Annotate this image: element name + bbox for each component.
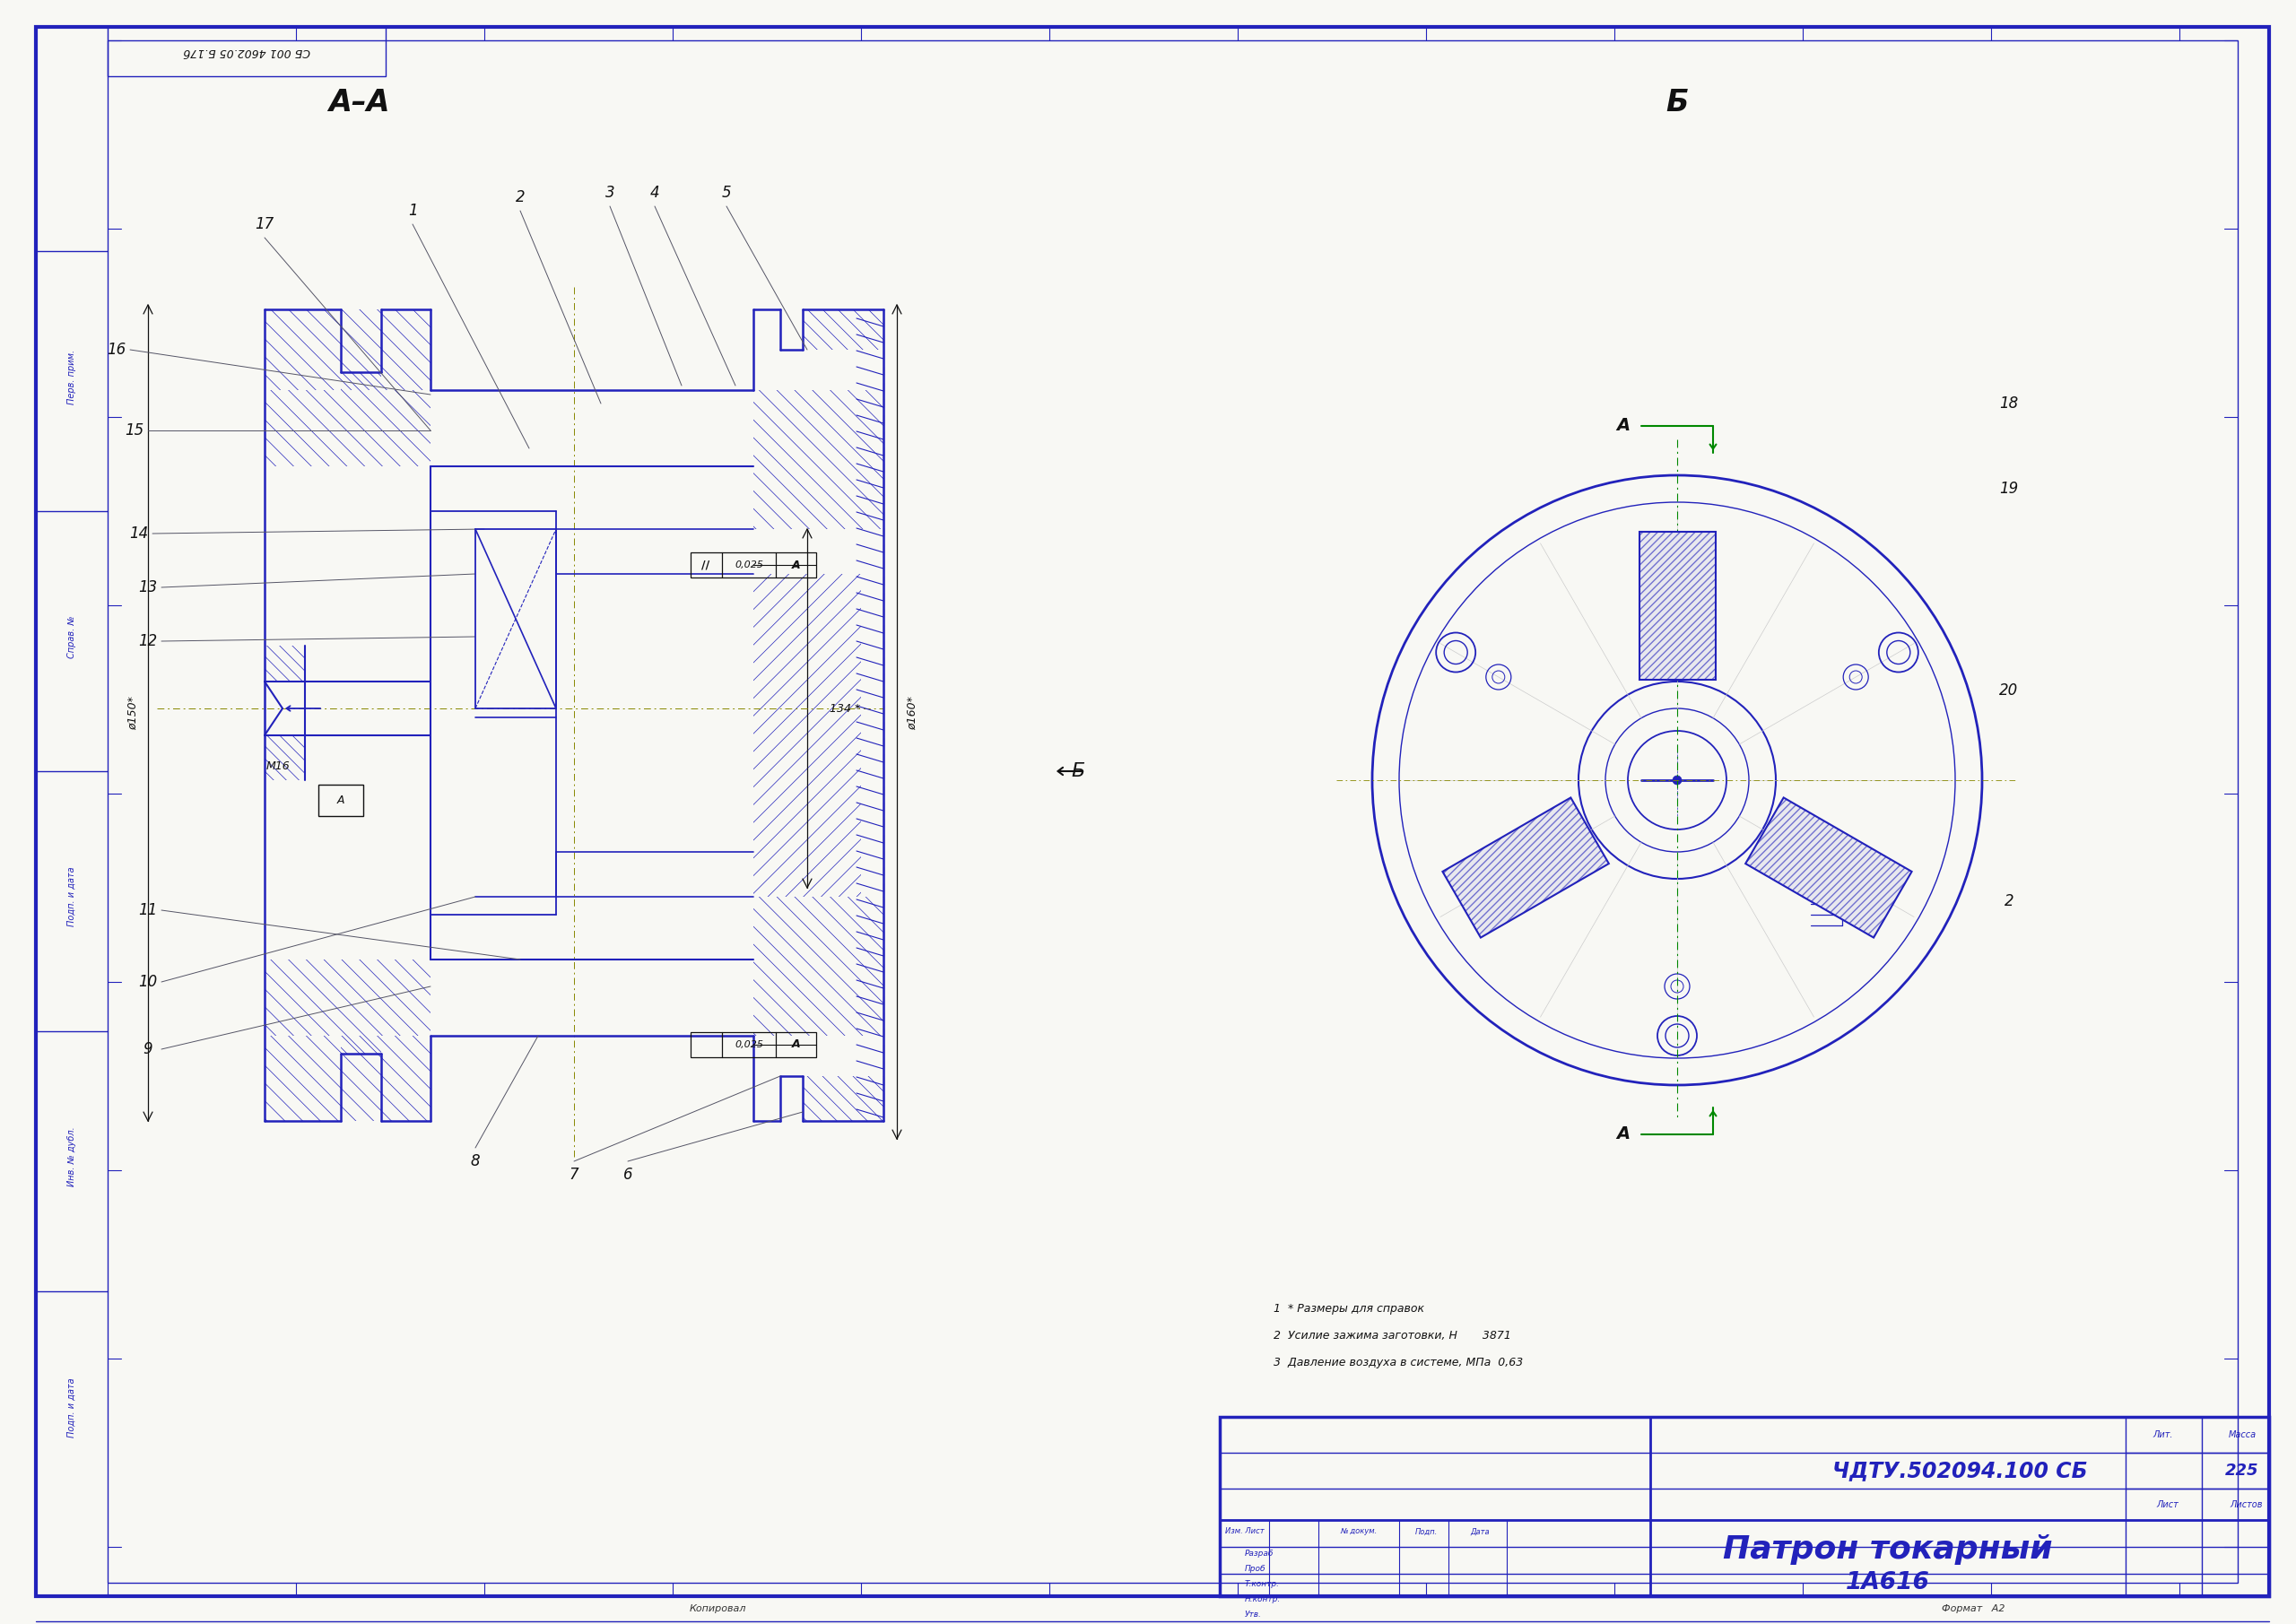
Text: 1А616: 1А616 [1846,1570,1931,1595]
Text: ø160*: ø160* [907,697,918,729]
Text: А: А [1616,1125,1630,1143]
Text: 19: 19 [2000,481,2018,497]
Text: Б: Б [1072,762,1086,780]
Text: 134 *: 134 * [829,703,861,715]
Text: 10: 10 [138,974,158,991]
Text: № докум.: № докум. [1341,1528,1378,1536]
Text: 5: 5 [721,185,730,201]
Text: Разраб: Разраб [1244,1549,1274,1557]
Text: Подп. и дата: Подп. и дата [67,867,76,927]
Text: Лист: Лист [2156,1501,2179,1509]
Text: 13: 13 [138,580,158,596]
PathPatch shape [264,1036,432,1121]
PathPatch shape [264,372,432,466]
Text: Н.контр.: Н.контр. [1244,1595,1281,1603]
Text: М16: М16 [266,762,289,773]
Text: Масса: Масса [2227,1431,2257,1439]
Text: Подп.: Подп. [1414,1528,1437,1536]
Polygon shape [1639,531,1715,679]
Text: 4: 4 [650,185,659,201]
Bar [108,28,386,76]
Text: 3  Давление воздуха в системе, МПа  0,63: 3 Давление воздуха в системе, МПа 0,63 [1274,1358,1522,1369]
Text: 11: 11 [138,901,158,918]
Text: Копировал: Копировал [689,1605,746,1613]
Text: Изм. Лист: Изм. Лист [1226,1528,1265,1536]
PathPatch shape [753,573,861,896]
Text: 2: 2 [514,190,526,205]
Text: ø150*: ø150* [126,697,138,729]
Text: Формат   А2: Формат А2 [1942,1605,2004,1613]
Text: Б: Б [1665,88,1688,119]
Text: 6: 6 [622,1166,634,1182]
Text: 2  Усилие зажима заготовки, Н       3871: 2 Усилие зажима заготовки, Н 3871 [1274,1330,1511,1341]
Text: 1  * Размеры для справок: 1 * Размеры для справок [1274,1304,1424,1315]
Text: 15: 15 [124,422,145,438]
Text: 9: 9 [142,1041,154,1057]
PathPatch shape [781,310,884,349]
Polygon shape [1745,797,1913,937]
PathPatch shape [753,896,884,1036]
Text: 0,025: 0,025 [735,1041,762,1049]
PathPatch shape [264,960,432,1054]
Text: Патрон токарный: Патрон токарный [1722,1535,2053,1566]
Bar [1219,1416,2268,1596]
Text: Утв.: Утв. [1244,1611,1263,1619]
Text: А: А [1616,417,1630,435]
Text: Дата: Дата [1469,1528,1490,1536]
Bar [691,552,815,578]
Text: 7: 7 [569,1166,579,1182]
Text: 2: 2 [2004,893,2014,909]
Text: Справ. №: Справ. № [67,615,76,658]
Text: СБ 001 4602.05 Б.17б: СБ 001 4602.05 Б.17б [184,45,310,57]
PathPatch shape [753,390,884,529]
Text: 18: 18 [2000,396,2018,411]
PathPatch shape [781,1077,884,1121]
Text: 225: 225 [2225,1463,2259,1479]
Text: А–А: А–А [328,88,390,119]
Text: Перв. прим.: Перв. прим. [67,349,76,404]
Text: А: А [792,559,801,570]
Text: 8: 8 [471,1153,480,1169]
Text: ЧДТУ.502094.100 СБ: ЧДТУ.502094.100 СБ [1832,1460,2087,1481]
Text: 3: 3 [606,185,615,201]
Text: Т.контр.: Т.контр. [1244,1580,1279,1588]
Text: Инв. № дубл.: Инв. № дубл. [67,1127,76,1187]
Circle shape [1674,776,1681,784]
Text: 17: 17 [255,216,273,232]
Text: 20: 20 [2000,682,2018,698]
Bar [319,784,363,815]
PathPatch shape [264,310,432,390]
Text: 1: 1 [409,203,418,219]
Text: Лит.: Лит. [2154,1431,2174,1439]
Text: А: А [792,1039,801,1051]
Text: Проб: Проб [1244,1566,1265,1574]
Polygon shape [1442,797,1609,937]
Text: Подп. и дата: Подп. и дата [67,1379,76,1437]
Text: 16: 16 [108,341,126,357]
Text: 14: 14 [129,526,149,542]
Text: 0,025: 0,025 [735,560,762,570]
Bar [691,1033,815,1057]
PathPatch shape [264,646,305,682]
PathPatch shape [264,736,305,780]
Text: 12: 12 [138,633,158,650]
Text: Листов: Листов [2229,1501,2264,1509]
Text: А: А [338,794,344,806]
Text: //: // [703,559,709,570]
